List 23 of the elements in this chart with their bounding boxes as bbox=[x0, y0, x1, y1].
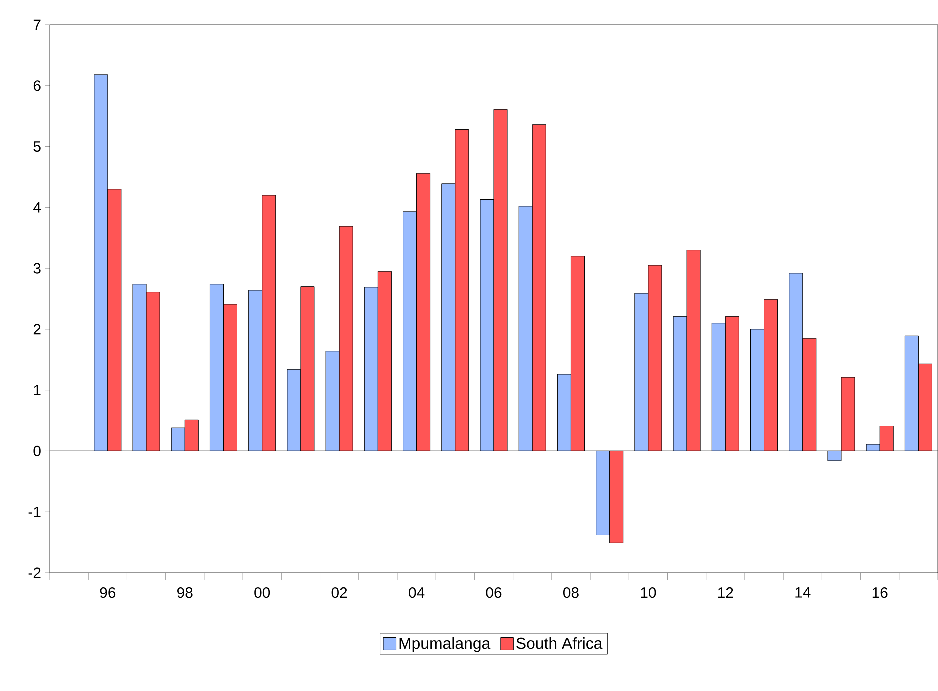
x-tick-label: 16 bbox=[872, 588, 888, 598]
x-tick-label: 06 bbox=[486, 588, 502, 598]
legend-label: Mpumalanga bbox=[400, 637, 491, 652]
y-tick-label: -2 bbox=[28, 568, 41, 578]
x-tick-label: 02 bbox=[332, 588, 348, 598]
x-tick-label: 14 bbox=[796, 588, 811, 598]
y-tick-label: 3 bbox=[34, 263, 41, 274]
y-tick-label: 4 bbox=[34, 202, 42, 213]
x-tick-label: 98 bbox=[178, 588, 193, 598]
y-tick-label: 7 bbox=[34, 20, 41, 30]
y-tick-label: 6 bbox=[34, 80, 41, 92]
legend-label: South Africa bbox=[516, 637, 603, 650]
x-tick-label: 12 bbox=[718, 588, 734, 598]
y-tick-label: 5 bbox=[34, 142, 41, 152]
y-tick-label: -1 bbox=[28, 506, 41, 518]
x-tick-label: 96 bbox=[100, 588, 116, 598]
y-tick-label: 0 bbox=[34, 446, 41, 457]
x-tick-label: 08 bbox=[563, 588, 579, 598]
x-tick-label: 10 bbox=[641, 588, 656, 598]
y-tick-label: 1 bbox=[34, 385, 41, 396]
y-tick-label: 2 bbox=[34, 324, 41, 335]
x-tick-label: 00 bbox=[254, 588, 270, 598]
x-tick-label: 04 bbox=[409, 588, 425, 598]
